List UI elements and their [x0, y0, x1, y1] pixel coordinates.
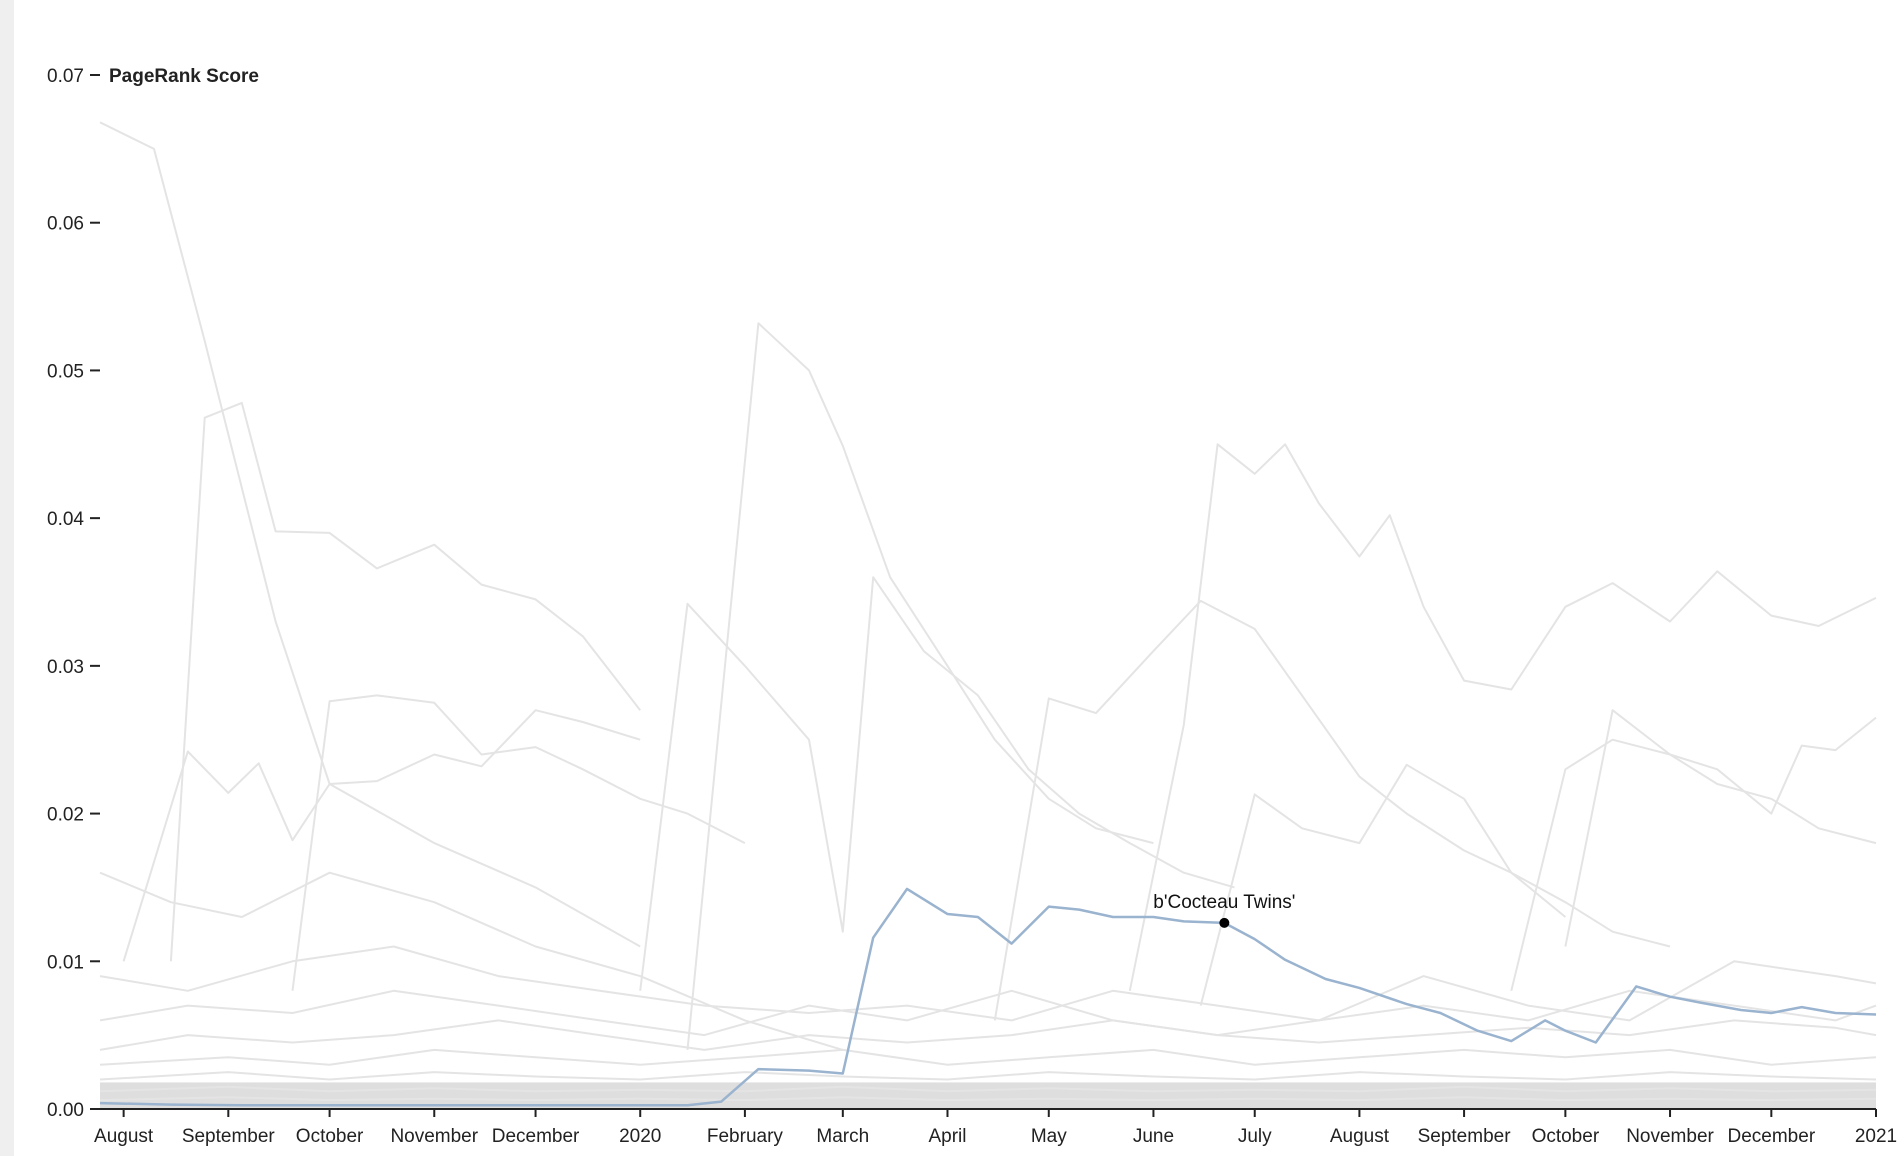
x-tick-label-9: May	[1031, 1126, 1067, 1147]
background-series-line-7	[122, 709, 641, 962]
background-series-line-3	[686, 322, 1154, 1050]
background-series-line-19	[99, 1096, 1877, 1102]
background-series-line-6	[993, 599, 1671, 1021]
x-tick-label-17: 2021	[1855, 1126, 1897, 1147]
y-tick-label-0: 0.00	[47, 1100, 84, 1121]
y-tick-label-5: 0.05	[47, 361, 84, 382]
x-tick-label-14: October	[1532, 1126, 1600, 1147]
x-tick-label-2: October	[296, 1126, 364, 1147]
y-tick-label-1: 0.01	[47, 952, 84, 973]
x-tick-label-8: April	[928, 1126, 966, 1147]
x-tick-label-5: 2020	[619, 1126, 661, 1147]
background-series-group	[99, 121, 1877, 1102]
background-series-line-15	[99, 1019, 1877, 1051]
y-tick-label-6: 0.06	[47, 214, 84, 235]
x-tick-label-10: June	[1133, 1126, 1174, 1147]
background-series-line-14	[99, 989, 1877, 1037]
background-series-line-13	[99, 945, 1877, 1022]
x-tick-label-15: November	[1626, 1126, 1714, 1147]
x-tick-label-4: December	[492, 1126, 580, 1147]
background-series-line-16	[99, 1048, 1877, 1066]
x-axis: August September October November December 20…	[94, 1108, 1897, 1147]
background-series-line-9	[1564, 709, 1877, 947]
y-tick-label-2: 0.02	[47, 805, 84, 826]
background-series-line-8	[291, 694, 746, 991]
y-tick-label-3: 0.03	[47, 657, 84, 678]
background-series-line-4	[639, 576, 1235, 991]
annotation-dot	[1219, 917, 1230, 928]
background-series-line-1	[99, 121, 641, 948]
left-edge-strip	[0, 0, 14, 1156]
background-series-line-5	[1128, 443, 1877, 991]
y-axis-title: PageRank Score	[109, 66, 259, 87]
x-tick-label-12: August	[1330, 1126, 1390, 1147]
background-series-line-11	[1510, 738, 1877, 992]
x-tick-label-16: December	[1728, 1126, 1816, 1147]
x-tick-label-3: November	[390, 1126, 478, 1147]
x-tick-label-11: July	[1238, 1126, 1272, 1147]
x-tick-label-7: March	[816, 1126, 869, 1147]
x-tick-label-1: September	[182, 1126, 276, 1147]
y-tick-label-4: 0.04	[47, 509, 84, 530]
background-series-line-17	[99, 1071, 1877, 1081]
highlight-series-group	[99, 887, 1877, 1107]
y-tick-label-7: 0.07	[47, 66, 84, 87]
background-series-line-18	[99, 1085, 1877, 1093]
y-axis: 0.00 0.01 0.02 0.03 0.04 0.05 0.06 0.07	[47, 66, 100, 1121]
x-tick-label-13: September	[1418, 1126, 1512, 1147]
annotation-label: b'Cocteau Twins'	[1153, 892, 1295, 913]
highlight-series-line[interactable]	[99, 887, 1877, 1107]
x-tick-label-0: August	[94, 1126, 154, 1147]
x-tick-label-6: February	[707, 1126, 784, 1147]
background-series-line-2	[169, 401, 641, 962]
background-series-line-10	[1199, 763, 1567, 1006]
